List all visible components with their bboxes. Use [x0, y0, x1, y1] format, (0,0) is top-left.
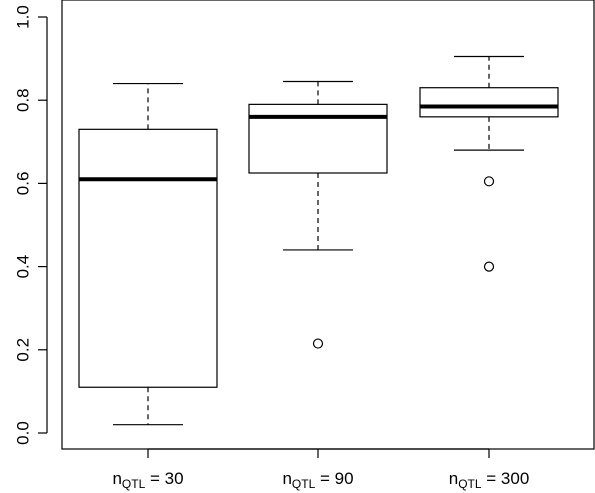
y-tick-label: 1.0 [13, 5, 32, 29]
x-tick-label-subscript: QTL [458, 477, 482, 491]
y-tick-label: 0.2 [13, 338, 32, 362]
boxes [78, 55, 559, 426]
box-iqr [78, 128, 218, 388]
y-axis: 0.0 0.2 0.4 0.6 0.8 1.0 [13, 5, 48, 445]
outlier-point [483, 176, 495, 187]
outlier-point [312, 338, 324, 349]
box-group [248, 80, 388, 349]
box-iqr [419, 87, 559, 118]
y-tick-label: 0.8 [13, 88, 32, 112]
y-tick-label: 0.0 [13, 421, 32, 445]
box-iqr [248, 103, 388, 174]
x-tick-label-base: n [449, 469, 458, 488]
x-tick-label-base: n [112, 469, 121, 488]
x-tick-label-value: = 30 [145, 469, 183, 488]
x-tick-label-subscript: QTL [292, 477, 316, 491]
x-tick-label: nQTL = 90 [282, 469, 353, 491]
x-tick-label-subscript: QTL [122, 477, 146, 491]
x-axis: nQTL = 30 nQTL = 90 nQTL = 300 [112, 448, 530, 491]
x-tick-label-base: n [282, 469, 291, 488]
y-tick-label: 0.6 [13, 172, 32, 196]
x-tick-label-value: = 90 [315, 469, 353, 488]
x-tick-label: nQTL = 30 [112, 469, 183, 491]
box-group [419, 55, 559, 272]
outlier-point [483, 261, 495, 272]
x-tick-label: nQTL = 300 [449, 469, 530, 491]
box-group [78, 82, 218, 426]
y-tick-label: 0.4 [13, 255, 32, 279]
x-tick-label-value: = 300 [482, 469, 530, 488]
